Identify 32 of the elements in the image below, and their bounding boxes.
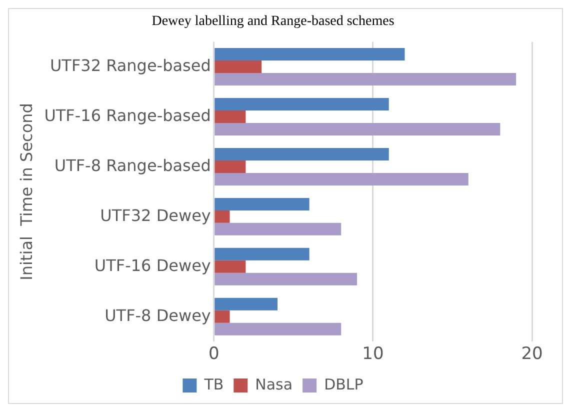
- bar: [214, 48, 405, 61]
- bar: [214, 122, 500, 136]
- y-tick-label: UTF-16 Range-based: [44, 106, 211, 125]
- y-tick-label: UTF-16 Dewey: [94, 256, 211, 275]
- bar: [214, 148, 389, 160]
- bar: [214, 198, 310, 210]
- bar: [214, 222, 342, 236]
- y-tick-label: UTF-8 Dewey: [104, 306, 211, 325]
- legend-label: DBLP: [324, 375, 364, 394]
- bar: [214, 248, 310, 260]
- bar: [214, 60, 262, 74]
- bar: [214, 322, 342, 336]
- bar: [214, 210, 230, 223]
- x-tick-label: 10: [362, 344, 384, 364]
- bar: [214, 272, 358, 286]
- bar: [214, 260, 246, 273]
- y-tick-label: UTF32 Range-based: [50, 56, 211, 75]
- y-tick-label: UTF32 Dewey: [100, 206, 211, 225]
- bar: [214, 98, 389, 111]
- legend-label: Nasa: [255, 375, 293, 394]
- bar: [214, 73, 516, 86]
- y-tick-label: UTF-8 Range-based: [54, 156, 211, 175]
- legend-label: TB: [203, 375, 224, 394]
- bar: [214, 310, 230, 323]
- bar: [214, 110, 246, 123]
- bar: [214, 160, 246, 173]
- bar: [214, 298, 278, 310]
- x-tick-label: 20: [521, 344, 543, 364]
- y-axis-title: Initial Time in Second: [16, 103, 36, 280]
- bar: [214, 172, 468, 186]
- chart-title: Dewey labelling and Range-based schemes: [152, 14, 394, 30]
- x-tick-label: 0: [208, 344, 220, 364]
